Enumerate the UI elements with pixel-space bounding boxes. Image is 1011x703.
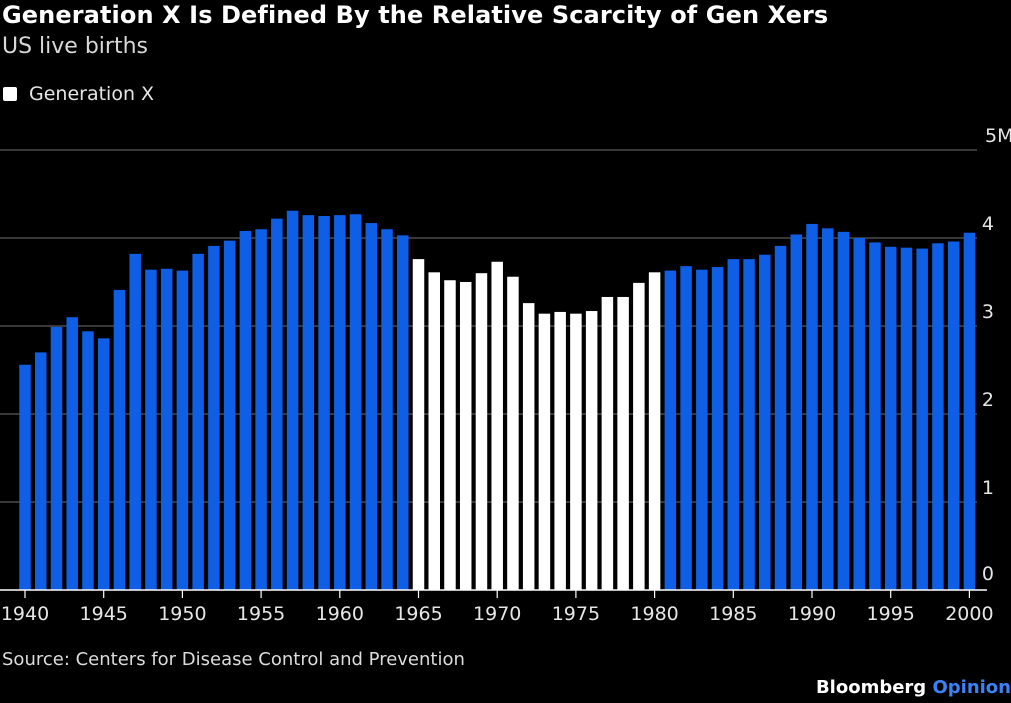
bar-1995	[884, 246, 897, 591]
x-axis	[0, 589, 987, 598]
y-tick-label-1: 1	[982, 477, 994, 499]
x-tick-label-1980: 1980	[630, 603, 678, 625]
bar-1986	[743, 259, 755, 590]
bar-1948	[145, 269, 157, 590]
bar-1994	[869, 242, 881, 590]
bar-1997	[916, 248, 928, 590]
bar-1968	[459, 282, 472, 590]
bar-1966	[428, 272, 440, 590]
x-tick-label-1995: 1995	[867, 603, 915, 625]
x-tick-label-1940: 1940	[1, 603, 49, 625]
legend-swatch-generation-x	[3, 87, 17, 101]
bar-1991	[821, 228, 834, 590]
bar-1980	[648, 272, 661, 590]
brand-logo: Bloomberg Opinion	[816, 677, 1011, 698]
bar-1956	[271, 218, 283, 590]
bar-1965	[412, 259, 425, 590]
bar-1962	[365, 223, 378, 591]
bar-1992	[837, 231, 850, 590]
bar-1969	[475, 273, 488, 590]
bar-1998	[932, 243, 944, 590]
bar-1949	[160, 268, 173, 590]
chart-title: Generation X Is Defined By the Relative …	[2, 1, 829, 29]
bar-1983	[696, 269, 708, 590]
bar-1999	[947, 241, 960, 590]
x-tick-label-1970: 1970	[473, 603, 521, 625]
x-tick-label-2000: 2000	[945, 603, 993, 625]
bar-1989	[790, 234, 803, 591]
bar-1957	[286, 210, 299, 590]
x-tick-label-1990: 1990	[788, 603, 836, 625]
y-tick-label-3: 3	[982, 301, 994, 323]
bar-1990	[806, 223, 818, 591]
bar-1974	[554, 311, 566, 590]
bar-1996	[900, 247, 913, 590]
y-tick-label-0: 0	[982, 563, 994, 585]
x-tick-label-1965: 1965	[394, 603, 442, 625]
bar-1964	[397, 235, 409, 591]
y-axis-labels: 0 1 2 3 4 5M	[982, 125, 1011, 585]
bar-1947	[129, 253, 141, 590]
bar-1946	[113, 289, 126, 590]
legend: Generation X	[3, 83, 154, 105]
bar-1944	[82, 331, 94, 590]
bar-1955	[255, 229, 267, 590]
y-tick-label-4: 4	[982, 213, 994, 235]
bar-1951	[192, 253, 204, 590]
bar-1985	[727, 259, 740, 590]
x-tick-label-1975: 1975	[552, 603, 600, 625]
bar-1945	[97, 338, 110, 590]
bar-1950	[176, 270, 189, 590]
x-tick-label-1955: 1955	[237, 603, 285, 625]
x-tick-label-1950: 1950	[158, 603, 206, 625]
bar-1982	[680, 266, 692, 590]
y-tick-label-5: 5M	[985, 125, 1011, 147]
bar-1963	[381, 229, 393, 590]
brand-sub: Opinion	[932, 677, 1011, 698]
chart-subtitle: US live births	[2, 34, 148, 59]
bar-1940	[19, 364, 31, 590]
brand-main: Bloomberg	[815, 677, 927, 698]
bar-1954	[239, 230, 252, 590]
bar-1973	[538, 313, 551, 590]
bar-1943	[66, 317, 78, 590]
bar-1978	[617, 296, 629, 590]
x-tick-label-1985: 1985	[709, 603, 757, 625]
x-axis-labels: 1940 1945 1950 1955 1960 1965 1970 1975 1980 1985…	[1, 603, 994, 625]
bar-1979	[633, 282, 645, 590]
bar-1993	[853, 238, 865, 590]
bar-1967	[444, 280, 456, 590]
bar-1941	[34, 352, 47, 590]
bar-chart: 0 1 2 3 4 5M 1940 1945 1950 1955 1960 1965 1970 1975…	[0, 125, 1011, 625]
y-tick-label-2: 2	[982, 389, 994, 411]
bar-1975	[570, 313, 582, 590]
bar-1953	[223, 240, 236, 590]
bar-2000	[963, 232, 976, 590]
bars	[19, 210, 976, 591]
legend-label-generation-x: Generation X	[29, 83, 155, 105]
bar-1952	[208, 245, 220, 591]
x-tick-label-1960: 1960	[316, 603, 364, 625]
bar-1977	[601, 296, 614, 590]
bar-1987	[759, 254, 771, 590]
bar-1959	[318, 216, 330, 590]
bar-1988	[774, 245, 787, 591]
bar-1960	[334, 215, 346, 590]
bar-1972	[522, 303, 535, 590]
bar-1942	[50, 326, 63, 590]
bar-1984	[711, 267, 724, 590]
bar-1958	[302, 215, 315, 590]
x-tick-label-1945: 1945	[80, 603, 128, 625]
bar-1976	[585, 311, 598, 590]
source-note: Source: Centers for Disease Control and …	[2, 649, 465, 670]
bar-1981	[664, 270, 677, 590]
bar-1971	[507, 276, 519, 590]
bar-1961	[349, 214, 362, 591]
bar-1970	[491, 261, 503, 590]
